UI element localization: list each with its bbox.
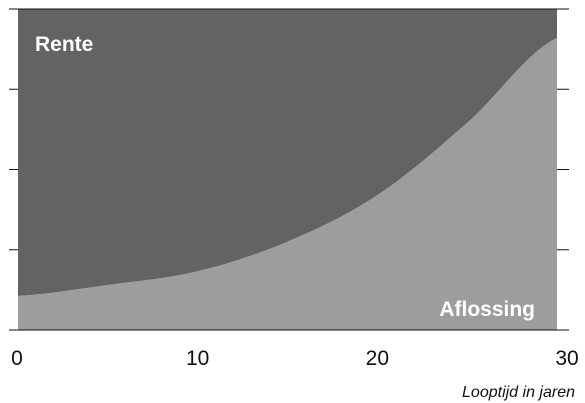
x-axis-title: Looptijd in jaren [462,384,575,401]
x-tick-label: 10 [186,347,209,370]
x-tick-label: 30 [555,347,578,370]
series-label-aflossing: Aflossing [439,298,535,321]
x-tick-label: 0 [11,347,23,370]
areas-group [18,9,557,330]
x-tick-label: 20 [366,347,389,370]
x-ticks-group: 0 10 20 30 [11,347,579,370]
series-label-rente: Rente [35,33,93,56]
